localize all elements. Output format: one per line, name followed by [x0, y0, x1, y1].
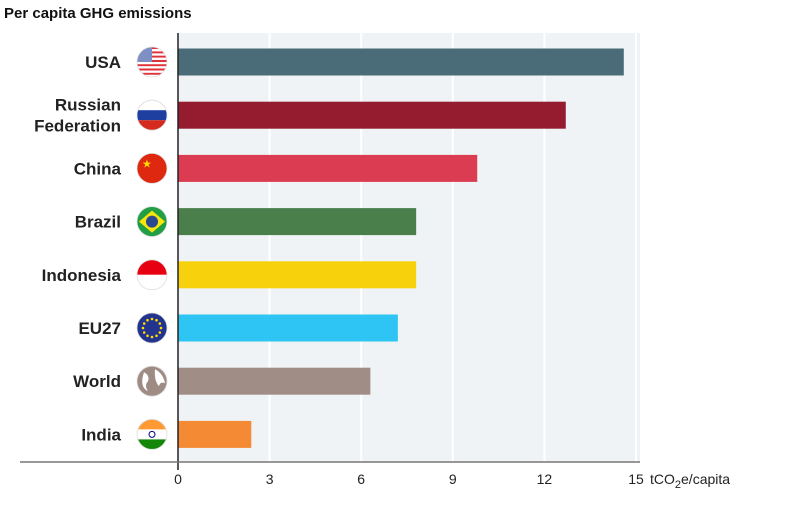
china-flag-icon: ★ — [136, 152, 168, 184]
x-tick-label: 9 — [449, 471, 457, 487]
bar — [178, 420, 252, 448]
usa-flag-icon — [136, 46, 168, 78]
x-axis-label: tCO2e/capita — [650, 471, 730, 491]
category-label: World — [73, 372, 121, 391]
x-tick-label: 0 — [174, 471, 182, 487]
category-label: EU27 — [78, 319, 121, 338]
svg-text:★: ★ — [142, 158, 152, 170]
india-flag-icon — [136, 418, 168, 450]
globe-icon — [136, 365, 168, 397]
category-label: Indonesia — [42, 266, 122, 285]
bar — [178, 314, 398, 342]
x-tick-label: 6 — [357, 471, 365, 487]
category-label: Federation — [34, 117, 121, 136]
brazil-flag-icon — [136, 206, 168, 238]
eu-flag-icon — [136, 312, 168, 344]
x-tick-label: 12 — [537, 471, 553, 487]
bar — [178, 208, 417, 236]
bar — [178, 367, 371, 395]
x-tick-label: 15 — [628, 471, 644, 487]
category-label: Russian — [55, 96, 121, 115]
category-label: Brazil — [75, 213, 121, 232]
bar — [178, 154, 478, 182]
category-label: China — [74, 159, 122, 178]
bar — [178, 101, 566, 129]
plot-background — [178, 33, 640, 462]
category-label: USA — [85, 53, 121, 72]
category-label: India — [81, 425, 121, 444]
bar — [178, 48, 624, 76]
bar — [178, 261, 417, 289]
chart-title: Per capita GHG emissions — [4, 5, 192, 22]
x-tick-label: 3 — [266, 471, 274, 487]
indonesia-flag-icon — [136, 259, 168, 291]
russia-flag-icon — [136, 99, 168, 131]
